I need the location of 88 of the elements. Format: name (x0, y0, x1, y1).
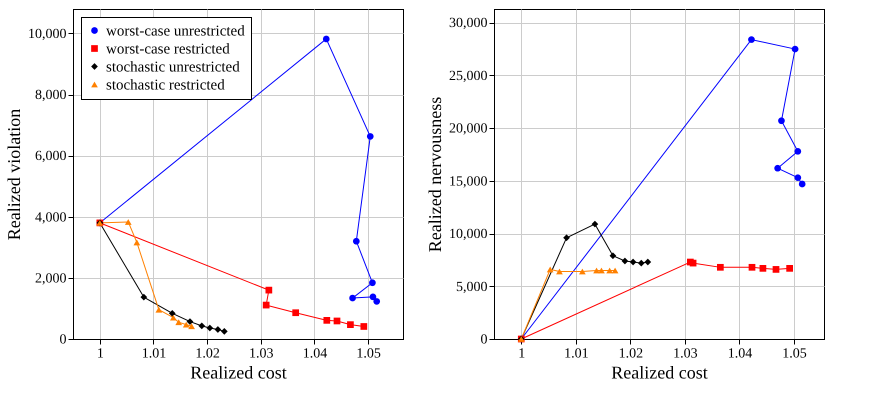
x-tick-label: 1.03 (249, 346, 274, 362)
y-tick-label: 30,000 (449, 16, 488, 32)
point (622, 258, 628, 264)
point (373, 298, 380, 305)
point (798, 180, 806, 188)
y-tick-label: 4,000 (35, 210, 66, 226)
legend-label: stochastic unrestricted (106, 60, 240, 76)
point (598, 268, 605, 274)
point (593, 268, 600, 274)
point (334, 318, 340, 324)
point (366, 133, 374, 140)
point (630, 258, 636, 266)
point (760, 265, 766, 272)
y-tick-label: 2,000 (35, 271, 66, 286)
point (563, 234, 570, 242)
x-tick-label: 1.05 (782, 346, 807, 362)
x-tick-label: 1.04 (728, 346, 752, 362)
point (774, 164, 781, 172)
point (175, 319, 182, 326)
x-tick-label: 1.01 (142, 346, 166, 362)
point (220, 328, 228, 335)
x-tick-label: 1.02 (195, 346, 220, 362)
point (772, 266, 780, 273)
point (794, 174, 802, 182)
point (546, 266, 554, 272)
point (198, 322, 206, 330)
point (347, 321, 354, 328)
point (323, 317, 330, 324)
y-tick-label: 15,000 (449, 174, 488, 190)
point (748, 36, 755, 43)
point (690, 260, 696, 266)
point (369, 279, 376, 286)
point (794, 148, 802, 155)
point (266, 286, 272, 294)
y-axis-title: Realized nervousness (425, 96, 445, 252)
x-axis-title: Realized cost (190, 362, 287, 382)
y-tick-label: 0 (60, 332, 66, 348)
x-tick-label: 1.05 (356, 346, 381, 362)
y-tick-label: 10,000 (28, 26, 66, 42)
point (792, 46, 798, 52)
point (182, 322, 190, 328)
point (292, 309, 300, 316)
y-tick-label: 8,000 (35, 88, 66, 104)
x-tick-label: 1.03 (673, 346, 698, 362)
y-tick-label: 5,000 (456, 280, 488, 295)
y-tick-label: 10,000 (449, 227, 488, 242)
point (592, 220, 598, 228)
point (140, 294, 148, 300)
point (778, 117, 785, 124)
point (156, 306, 162, 313)
point (168, 310, 176, 317)
point (134, 240, 140, 246)
point (360, 323, 368, 330)
point (349, 294, 356, 302)
point (717, 264, 724, 271)
point (214, 326, 222, 333)
x-tick-label: 1 (518, 346, 526, 362)
point (124, 219, 132, 225)
y-tick-label: 25,000 (449, 68, 488, 84)
point (748, 264, 756, 271)
point (556, 268, 563, 274)
point (322, 36, 330, 42)
point (352, 238, 360, 245)
y-axis-title: Realized violation (4, 108, 24, 240)
x-tick-label: 1.04 (302, 346, 328, 362)
y-tick-label: 20,000 (449, 122, 488, 137)
point (612, 268, 618, 274)
y-tick-label: 0 (480, 332, 488, 348)
point (610, 252, 616, 260)
point (188, 323, 195, 330)
x-tick-label: 1.02 (618, 346, 644, 362)
point (786, 265, 793, 272)
x-tick-label: 1.01 (564, 346, 589, 362)
legend-label: stochastic restricted (106, 78, 226, 94)
point (370, 293, 376, 300)
point (170, 314, 177, 321)
point (579, 268, 586, 274)
x-axis-title: Realized cost (611, 362, 708, 382)
legend-label: worst-case unrestricted (106, 24, 246, 40)
point (262, 302, 270, 308)
x-tick-label: 1 (96, 346, 104, 362)
point (606, 268, 613, 274)
point (644, 258, 652, 266)
point (186, 318, 194, 325)
y-tick-label: 6,000 (35, 149, 66, 164)
legend-label: worst-case restricted (106, 42, 230, 58)
point (638, 260, 645, 266)
point (206, 324, 214, 332)
